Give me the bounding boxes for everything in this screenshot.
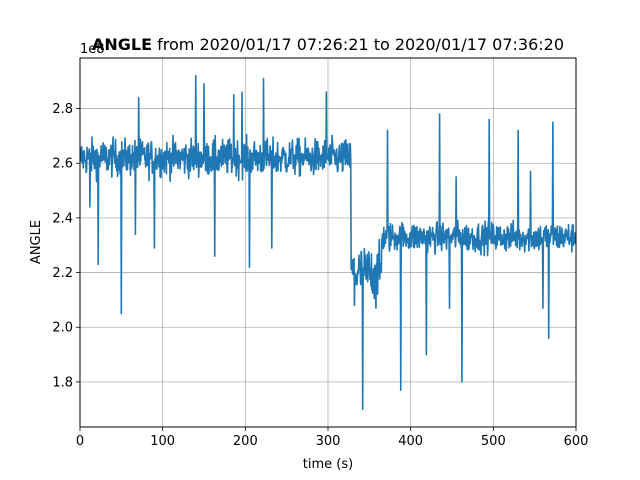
x-tick-label: 300 bbox=[316, 434, 341, 449]
x-axis: 0 100 200 300 400 500 600 bbox=[76, 427, 589, 449]
y-axis-label: ANGLE bbox=[29, 220, 44, 264]
y-tick-label: 2.0 bbox=[52, 321, 73, 336]
x-axis-label: time (s) bbox=[303, 457, 353, 472]
y-tick-label: 1.8 bbox=[52, 375, 73, 390]
chart-title-rest: from 2020/01/17 07:26:21 to 2020/01/17 0… bbox=[152, 35, 564, 54]
y-tick-label: 2.4 bbox=[52, 211, 73, 226]
y-tick-label: 2.6 bbox=[52, 157, 73, 172]
y-tick-label: 2.8 bbox=[52, 102, 73, 117]
x-tick-label: 400 bbox=[398, 434, 423, 449]
x-tick-label: 200 bbox=[233, 434, 258, 449]
chart-title: ANGLE from 2020/01/17 07:26:21 to 2020/0… bbox=[92, 35, 564, 54]
x-tick-label: 0 bbox=[76, 434, 84, 449]
x-tick-label: 600 bbox=[564, 434, 589, 449]
chart-title-bold: ANGLE bbox=[92, 35, 152, 54]
y-tick-label: 2.2 bbox=[52, 266, 73, 281]
x-tick-label: 500 bbox=[481, 434, 506, 449]
series-line bbox=[80, 74, 576, 411]
y-axis: 1.8 2.0 2.2 2.4 2.6 2.8 bbox=[52, 102, 80, 390]
y-offset-text: 1e8 bbox=[80, 42, 105, 57]
x-tick-label: 100 bbox=[150, 434, 175, 449]
